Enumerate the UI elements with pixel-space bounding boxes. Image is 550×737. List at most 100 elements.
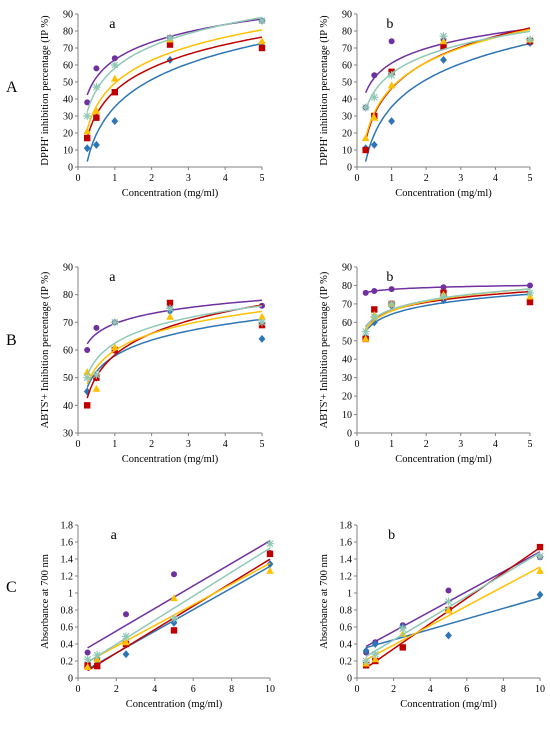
data-point (362, 657, 371, 665)
x-tick-label: 0 (76, 684, 81, 695)
x-tick-label: 5 (528, 439, 533, 450)
data-point (439, 32, 448, 41)
data-point (93, 114, 100, 121)
x-tick-label: 1 (112, 173, 117, 184)
data-point (258, 312, 266, 320)
data-point (258, 16, 266, 25)
data-point (536, 566, 544, 574)
x-tick-label: 3 (186, 173, 191, 184)
y-tick-label: 50 (63, 78, 73, 89)
panel-letter: a (109, 270, 116, 285)
data-point (166, 41, 174, 48)
y-tick-label: 30 (63, 429, 73, 440)
data-point (387, 81, 396, 89)
data-point (166, 33, 174, 42)
x-tick-label: 0 (76, 439, 81, 450)
series-square (84, 36, 266, 142)
series-star (361, 288, 534, 336)
trendline (86, 305, 263, 376)
y-tick-label: 60 (63, 346, 73, 357)
data-point (371, 640, 379, 648)
x-tick-label: 6 (191, 684, 196, 695)
x-tick-label: 4 (493, 439, 498, 450)
data-point (258, 37, 266, 45)
x-tick-label: 0 (355, 173, 360, 184)
x-axis-label: Concentration (mg/ml) (395, 454, 492, 465)
series-star (361, 30, 534, 112)
y-tick-label: 40 (63, 401, 73, 412)
data-point (92, 83, 101, 92)
x-tick-label: 3 (458, 173, 463, 184)
y-tick-label: 10 (342, 410, 352, 421)
data-point (387, 299, 396, 308)
trendline (365, 546, 541, 669)
series-triangle (361, 28, 534, 142)
x-tick-label: 8 (229, 684, 234, 695)
data-point (166, 304, 174, 313)
trendline (86, 29, 263, 130)
x-tick-label: 1 (389, 173, 394, 184)
y-tick-label: 0.4 (340, 640, 353, 651)
trendline (365, 288, 531, 328)
y-tick-label: 0.8 (61, 606, 74, 617)
data-point (166, 299, 174, 307)
x-tick-label: 2 (424, 173, 429, 184)
data-point (111, 343, 119, 351)
series-star (362, 552, 544, 665)
data-point (84, 134, 91, 142)
data-point (84, 649, 91, 656)
x-tick-label: 8 (501, 684, 506, 695)
chart-panel-c-a: 0 0.2 0.4 0.6 0.8 1 1.2 1.4 1.6 1.8 0 2 4 6 8 10 a Concen… (40, 521, 275, 711)
trendline (365, 552, 541, 658)
data-point (84, 99, 91, 106)
y-tick-label: 30 (342, 112, 352, 123)
y-tick-label: 40 (63, 95, 73, 106)
y-tick-label: 80 (342, 27, 352, 38)
x-tick-label: 0 (355, 439, 360, 450)
data-point (362, 289, 369, 296)
x-axis-label: Concentration (mg/ml) (395, 188, 492, 199)
data-point (361, 327, 370, 336)
data-point (170, 594, 178, 602)
data-point (388, 38, 395, 45)
y-tick-label: 80 (342, 281, 352, 292)
x-tick-label: 2 (424, 439, 429, 450)
series-star (83, 304, 266, 382)
data-point (83, 662, 92, 670)
x-tick-label: 0 (355, 684, 360, 695)
data-point (388, 117, 395, 126)
y-tick-label: 50 (63, 373, 73, 384)
data-point (122, 650, 130, 659)
trendline (87, 540, 271, 649)
y-tick-label: 1.6 (340, 538, 353, 549)
data-point (527, 282, 533, 289)
data-point (440, 284, 447, 291)
x-tick-label: 5 (528, 173, 533, 184)
y-tick-label: 10 (63, 146, 73, 157)
y-tick-label: 0 (347, 429, 352, 440)
data-point (258, 318, 266, 327)
y-tick-label: 20 (63, 129, 73, 140)
x-axis-label: Concentration (mg/ml) (126, 699, 223, 710)
data-point (387, 71, 396, 80)
series-star (83, 539, 274, 664)
data-point (83, 387, 91, 396)
data-point (440, 43, 447, 50)
series-diamond (362, 293, 534, 342)
data-point (370, 113, 379, 121)
y-tick-label: 10 (342, 146, 352, 157)
y-tick-label: 1.2 (340, 572, 353, 583)
data-point (266, 550, 274, 558)
y-tick-label: 1.6 (61, 538, 74, 549)
y-tick-label: 0 (68, 674, 73, 685)
data-point (370, 93, 379, 102)
data-point (84, 347, 91, 353)
y-tick-label: 0.8 (340, 606, 353, 617)
data-point (258, 44, 266, 52)
row-label-b: B (6, 332, 17, 349)
data-point (445, 631, 452, 640)
data-point (93, 140, 100, 149)
data-point (93, 651, 102, 660)
panel-letter: b (386, 17, 393, 32)
